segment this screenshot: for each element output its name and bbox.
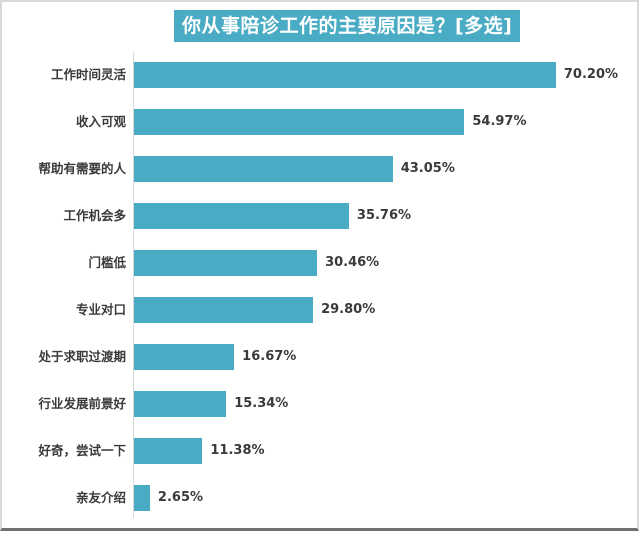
bar: [134, 391, 227, 417]
category-label: 工作时间灵活: [50, 67, 126, 82]
category-label: 亲友介绍: [75, 490, 126, 505]
bar: [134, 62, 556, 88]
category-label: 收入可观: [75, 114, 126, 129]
category-label: 处于求职过渡期: [38, 349, 126, 364]
bar: [134, 344, 235, 370]
value-label: 16.67%: [242, 349, 297, 364]
bar-row: 行业发展前景好 15.34%: [2, 391, 641, 417]
value-label: 15.34%: [234, 396, 289, 411]
bar-row: 亲友介绍 2.65%: [2, 485, 641, 511]
value-label: 29.80%: [321, 302, 376, 317]
bar-row: 好奇，尝试一下 11.38%: [2, 438, 641, 464]
value-label: 30.46%: [325, 255, 380, 270]
bar: [134, 250, 318, 276]
category-label: 专业对口: [75, 302, 126, 317]
category-label: 门槛低: [88, 255, 126, 270]
category-axis-line: [133, 52, 134, 518]
category-label: 工作机会多: [63, 208, 126, 223]
bar: [134, 297, 314, 323]
value-label: 11.38%: [210, 443, 265, 458]
value-label: 35.76%: [356, 208, 412, 223]
bar-row: 门槛低 30.46%: [2, 250, 641, 276]
category-label: 好奇，尝试一下: [38, 443, 126, 458]
value-label: 54.97%: [472, 114, 527, 129]
value-label: 70.20%: [563, 67, 619, 82]
bar-row: 处于求职过渡期 16.67%: [2, 344, 641, 370]
chart-title: 你从事陪诊工作的主要原因是？[多选]: [174, 10, 521, 42]
bar: [134, 438, 203, 464]
category-label: 行业发展前景好: [38, 396, 126, 411]
bar-row: 专业对口 29.80%: [2, 297, 641, 323]
bar-row: 帮助有需要的人 43.05%: [2, 156, 641, 182]
bar: [134, 156, 393, 182]
bar: [134, 203, 349, 229]
bar: [134, 109, 465, 135]
bar-row: 工作机会多 35.76%: [2, 203, 641, 229]
value-label: 2.65%: [157, 490, 204, 505]
bar: [134, 485, 150, 511]
bar-row: 收入可观 54.97%: [2, 109, 641, 135]
bar-row: 工作时间灵活 70.20%: [2, 62, 641, 88]
value-label: 43.05%: [400, 161, 455, 176]
category-label: 帮助有需要的人: [38, 161, 126, 176]
